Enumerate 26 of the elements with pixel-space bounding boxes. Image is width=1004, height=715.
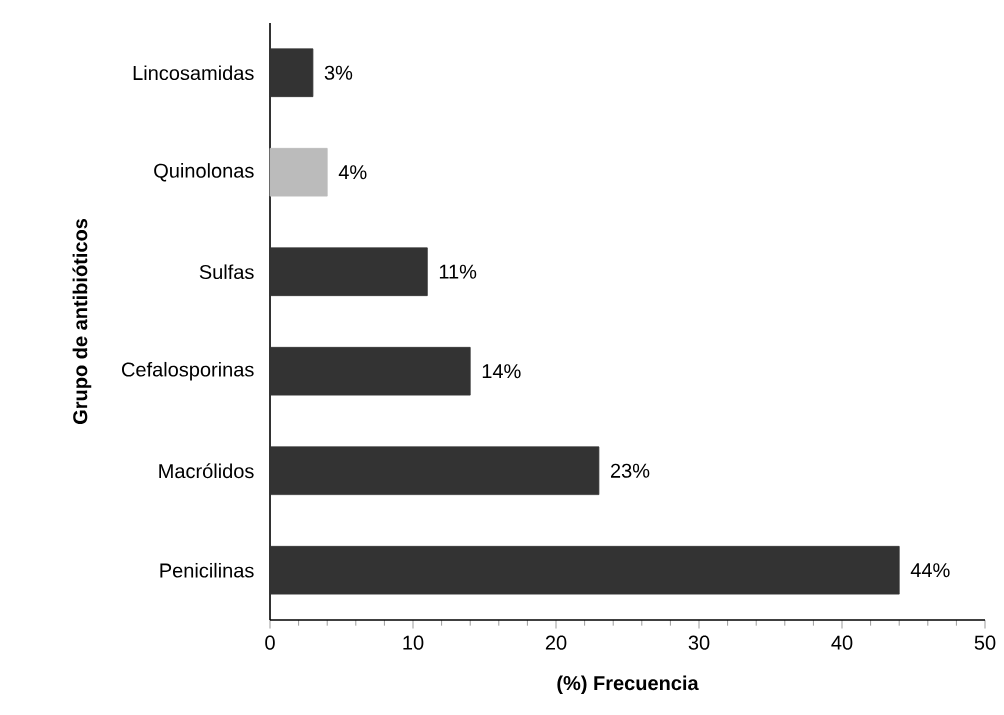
data-label: 44% xyxy=(910,563,950,578)
data-label: 23% xyxy=(610,463,650,478)
y-axis-title: Grupo de antibióticos xyxy=(72,218,92,425)
x-tick-label: 30 xyxy=(688,635,710,650)
x-tick-label: 10 xyxy=(403,635,424,650)
data-label: 11% xyxy=(439,264,477,279)
bar xyxy=(269,147,328,197)
bar xyxy=(269,346,471,396)
y-tick-label: Macrólidos xyxy=(159,463,254,479)
y-tick-label: Sulfas xyxy=(199,264,254,280)
x-tick-label: 20 xyxy=(545,635,567,650)
x-tick-label: 50 xyxy=(974,635,996,650)
data-label: 14% xyxy=(482,364,521,379)
bar xyxy=(269,446,600,496)
y-tick-label: Cefalosporinas xyxy=(122,361,254,381)
bar xyxy=(269,545,900,595)
x-tick-label: 0 xyxy=(265,635,275,650)
x-axis-title: (%) Frecuencia xyxy=(557,675,699,695)
y-tick-label: Quinolonas xyxy=(154,163,254,182)
y-tick-label: Penicilinas xyxy=(160,562,254,578)
bar xyxy=(269,48,314,98)
data-label: 3% xyxy=(324,65,353,80)
y-tick-label: Lincosamidas xyxy=(133,65,254,81)
data-label: 4% xyxy=(338,165,367,180)
x-tick-label: 40 xyxy=(831,635,853,650)
bar xyxy=(269,247,428,297)
